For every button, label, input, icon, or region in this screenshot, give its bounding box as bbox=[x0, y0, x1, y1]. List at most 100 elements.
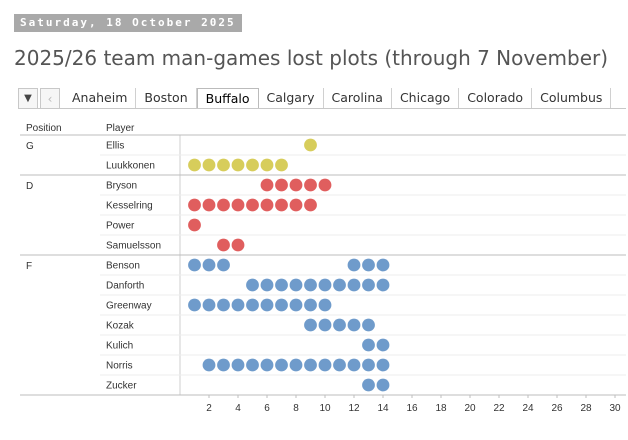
tab-columbus[interactable]: Columbus bbox=[532, 88, 612, 108]
x-tick-label: 14 bbox=[377, 403, 389, 414]
game-lost-dot bbox=[289, 278, 303, 292]
game-lost-dot bbox=[202, 258, 216, 272]
x-tick-label: 18 bbox=[435, 403, 447, 414]
player-name: Benson bbox=[106, 261, 140, 272]
game-lost-dot bbox=[362, 378, 375, 392]
player-name: Kesselring bbox=[106, 201, 153, 212]
game-lost-dot bbox=[260, 178, 274, 192]
game-lost-dot bbox=[217, 158, 230, 172]
x-tick-label: 8 bbox=[293, 403, 299, 414]
player-name: Greenway bbox=[106, 301, 152, 312]
game-lost-dot bbox=[260, 278, 274, 292]
tab-boston[interactable]: Boston bbox=[136, 88, 197, 108]
position-label-g: G bbox=[26, 141, 34, 152]
game-lost-dot bbox=[217, 298, 230, 312]
tab-carolina[interactable]: Carolina bbox=[323, 88, 392, 108]
game-lost-dot bbox=[217, 198, 230, 212]
tab-chicago[interactable]: Chicago bbox=[391, 88, 460, 108]
player-name: Ellis bbox=[106, 141, 124, 152]
x-tick-label: 4 bbox=[235, 403, 241, 414]
game-lost-dot bbox=[362, 278, 375, 292]
game-lost-dot bbox=[347, 318, 361, 332]
game-lost-dot bbox=[362, 358, 375, 372]
game-lost-dot bbox=[318, 358, 332, 372]
game-lost-dot bbox=[246, 278, 259, 292]
player-name: Bryson bbox=[106, 181, 137, 192]
game-lost-dot bbox=[275, 298, 288, 312]
game-lost-dot bbox=[304, 138, 317, 152]
player-name: Samuelsson bbox=[106, 241, 161, 252]
game-lost-dot bbox=[376, 258, 390, 272]
player-name: Luukkonen bbox=[106, 161, 155, 172]
game-lost-dot bbox=[231, 358, 245, 372]
game-lost-dot bbox=[260, 198, 274, 212]
game-lost-dot bbox=[188, 218, 201, 232]
x-tick-label: 22 bbox=[493, 403, 505, 414]
player-column-header: Player bbox=[106, 123, 135, 134]
x-tick-label: 26 bbox=[551, 403, 563, 414]
game-lost-dot bbox=[202, 298, 216, 312]
player-name: Kulich bbox=[106, 341, 133, 352]
game-lost-dot bbox=[318, 278, 332, 292]
game-lost-dot bbox=[362, 258, 375, 272]
game-lost-dot bbox=[376, 358, 390, 372]
game-lost-dot bbox=[333, 358, 346, 372]
team-tab-bar: ▼ ‹ Anaheim Boston Buffalo Calgary Carolina C… bbox=[18, 88, 626, 109]
x-tick-label: 30 bbox=[609, 403, 621, 414]
tab-calgary[interactable]: Calgary bbox=[258, 88, 324, 108]
tab-buffalo[interactable]: Buffalo bbox=[196, 88, 259, 108]
game-lost-dot bbox=[188, 158, 201, 172]
tab-anaheim[interactable]: Anaheim bbox=[64, 88, 137, 108]
game-lost-dot bbox=[289, 298, 303, 312]
game-lost-dot bbox=[289, 178, 303, 192]
game-lost-dot bbox=[304, 358, 317, 372]
team-tabs: Anaheim Boston Buffalo Calgary Carolina Chica… bbox=[64, 88, 612, 108]
caret-down-icon[interactable]: ▼ bbox=[18, 88, 38, 108]
game-lost-dot bbox=[289, 358, 303, 372]
game-lost-dot bbox=[347, 278, 361, 292]
game-lost-dot bbox=[231, 298, 245, 312]
game-lost-dot bbox=[275, 358, 288, 372]
game-lost-dot bbox=[376, 278, 390, 292]
game-lost-dot bbox=[304, 178, 317, 192]
game-lost-dot bbox=[304, 198, 317, 212]
game-lost-dot bbox=[246, 198, 259, 212]
position-label-d: D bbox=[26, 181, 33, 192]
game-lost-dot bbox=[188, 198, 201, 212]
game-lost-dot bbox=[275, 178, 288, 192]
game-lost-dot bbox=[275, 198, 288, 212]
x-tick-label: 24 bbox=[522, 403, 534, 414]
game-lost-dot bbox=[246, 298, 259, 312]
game-lost-dot bbox=[231, 158, 245, 172]
game-lost-dot bbox=[260, 298, 274, 312]
position-label-f: F bbox=[26, 261, 32, 272]
game-lost-dot bbox=[318, 178, 332, 192]
x-tick-label: 6 bbox=[264, 403, 270, 414]
game-lost-dot bbox=[362, 338, 375, 352]
game-lost-dot bbox=[260, 158, 274, 172]
player-name: Zucker bbox=[106, 381, 137, 392]
position-column-header: Position bbox=[26, 123, 62, 134]
game-lost-dot bbox=[333, 318, 346, 332]
game-lost-dot bbox=[304, 318, 317, 332]
tab-colorado[interactable]: Colorado bbox=[459, 88, 533, 108]
chevron-left-icon[interactable]: ‹ bbox=[40, 88, 60, 108]
x-tick-label: 20 bbox=[464, 403, 476, 414]
x-tick-label: 16 bbox=[406, 403, 418, 414]
game-lost-dot bbox=[333, 278, 346, 292]
x-tick-label: 2 bbox=[206, 403, 212, 414]
game-lost-dot bbox=[231, 238, 245, 252]
game-lost-dot bbox=[260, 358, 274, 372]
game-lost-dot bbox=[202, 198, 216, 212]
game-lost-dot bbox=[376, 378, 390, 392]
game-lost-dot bbox=[231, 198, 245, 212]
player-name: Kozak bbox=[106, 321, 135, 332]
game-lost-dot bbox=[202, 358, 216, 372]
game-lost-dot bbox=[217, 358, 230, 372]
game-lost-dot bbox=[202, 158, 216, 172]
game-lost-dot bbox=[362, 318, 375, 332]
game-lost-dot bbox=[347, 258, 361, 272]
game-lost-dot bbox=[318, 318, 332, 332]
game-lost-dot bbox=[246, 358, 259, 372]
